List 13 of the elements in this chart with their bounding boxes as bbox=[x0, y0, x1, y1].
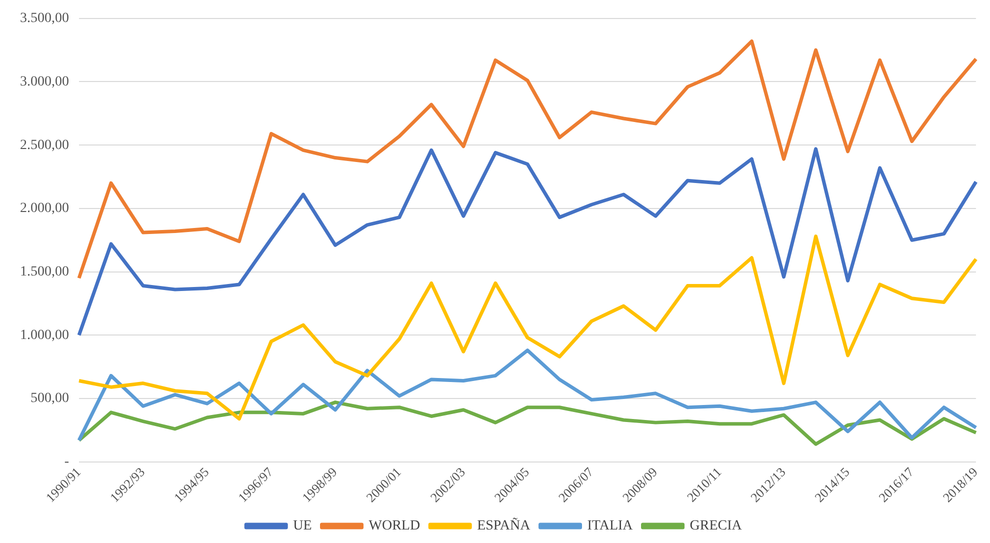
legend-label: ITALIA bbox=[587, 518, 634, 534]
y-tick-label: 3.500,00 bbox=[20, 11, 69, 26]
y-tick-label: 2.500,00 bbox=[20, 138, 69, 153]
legend-label: GRECIA bbox=[690, 518, 743, 534]
y-tick-label: - bbox=[64, 454, 70, 470]
legend-label: UE bbox=[293, 518, 312, 534]
y-tick-label: 2.000,00 bbox=[20, 201, 69, 216]
legend-label: WORLD bbox=[368, 518, 420, 534]
y-tick-label: 1.500,00 bbox=[20, 264, 69, 280]
y-tick-label: 500,00 bbox=[30, 391, 69, 406]
legend-label: ESPAÑA bbox=[477, 518, 532, 534]
y-tick-label: 3.000,00 bbox=[20, 74, 69, 90]
y-tick-label: 1.000,00 bbox=[20, 328, 69, 343]
